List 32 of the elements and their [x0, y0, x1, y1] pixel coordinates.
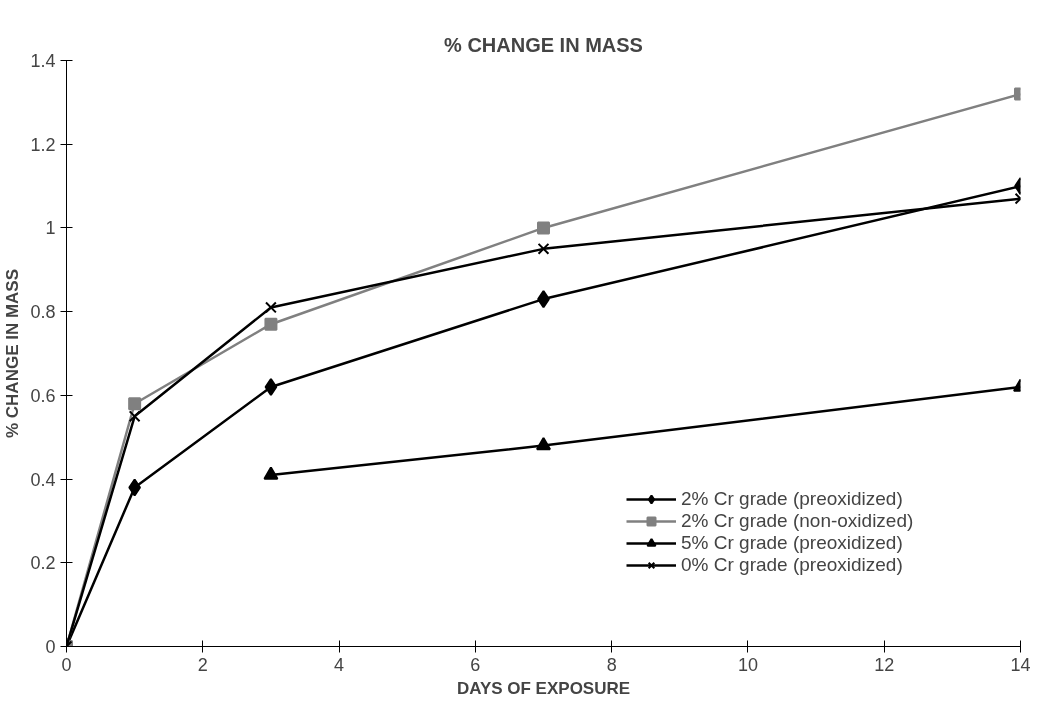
y-tick-label: 0.6	[30, 385, 56, 406]
legend-label: 2% Cr grade (non-oxidized)	[681, 510, 914, 532]
x-tick-label: 12	[874, 654, 895, 675]
legend-label: 5% Cr grade (preoxidized)	[681, 532, 903, 554]
y-tick-label: 1	[45, 218, 56, 239]
point	[537, 242, 550, 255]
point	[128, 397, 142, 411]
x-tick-label: 2	[197, 654, 208, 675]
x-tick-label: 10	[737, 654, 758, 675]
chart-title: % CHANGE IN MASS	[444, 33, 643, 56]
point	[263, 466, 279, 480]
legend-label: 0% Cr grade (preoxidized)	[681, 554, 903, 576]
point	[128, 410, 141, 423]
legend-label: 2% Cr grade (preoxidized)	[681, 488, 903, 510]
point	[264, 377, 278, 396]
y-axis-title: % CHANGE IN MASS	[3, 268, 23, 439]
x-axis-title: DAYS OF EXPOSURE	[456, 678, 631, 698]
x-tick-label: 6	[470, 654, 481, 675]
y-tick-label: 0	[45, 637, 56, 657]
y-tick-label: 0.2	[30, 553, 56, 574]
point	[537, 221, 550, 235]
point	[264, 301, 277, 314]
x-tick-label: 4	[334, 654, 345, 675]
x-tick-label: 14	[1010, 654, 1031, 675]
point	[264, 317, 278, 331]
y-tick-label: 1.2	[30, 134, 56, 155]
y-tick-label: 0.4	[30, 469, 56, 490]
y-tick-label: 1.4	[30, 51, 56, 71]
point	[536, 437, 551, 451]
x-tick-label: 8	[606, 654, 617, 675]
y-tick-label: 0.8	[30, 302, 56, 323]
x-tick-label: 0	[61, 654, 72, 675]
